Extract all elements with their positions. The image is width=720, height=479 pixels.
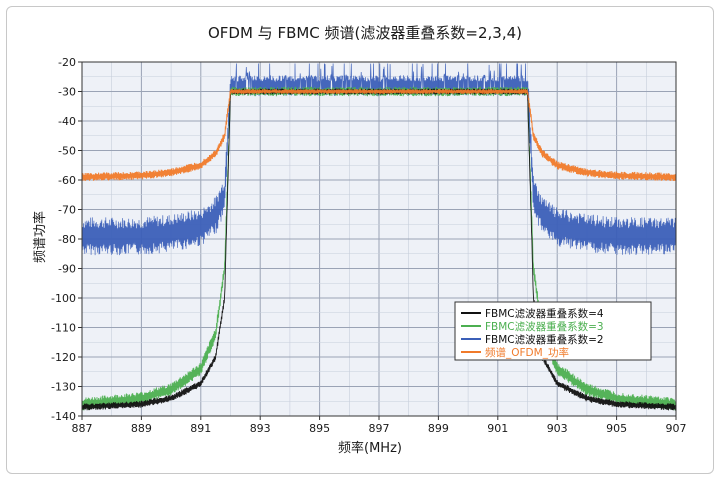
- x-tick-label: 907: [666, 422, 687, 435]
- y-tick-label: -30: [58, 86, 76, 99]
- y-tick-label: -70: [58, 204, 76, 217]
- y-tick-label: -40: [58, 115, 76, 128]
- legend-label: FBMC滤波器重叠系数=2: [485, 333, 604, 346]
- legend-label: 频谱_OFDM_功率: [485, 346, 569, 359]
- x-tick-label: 889: [131, 422, 152, 435]
- y-tick-label: -140: [51, 410, 76, 423]
- x-tick-label: 897: [369, 422, 390, 435]
- series-line: [81, 89, 677, 182]
- y-tick-label: -120: [51, 351, 76, 364]
- y-tick-label: -100: [51, 292, 76, 305]
- y-tick-label: -20: [58, 56, 76, 69]
- legend-label: FBMC滤波器重叠系数=3: [485, 320, 604, 333]
- watermark-text: 知乎 @是德科技 Keysigh...: [492, 441, 704, 461]
- legend: FBMC滤波器重叠系数=4FBMC滤波器重叠系数=3FBMC滤波器重叠系数=2频…: [454, 301, 652, 361]
- y-tick-label: -50: [58, 145, 76, 158]
- y-tick-label: -60: [58, 174, 76, 187]
- y-tick-label: -110: [51, 322, 76, 335]
- x-tick-label: 905: [606, 422, 627, 435]
- series-line: [81, 88, 677, 411]
- x-tick-label: 903: [547, 422, 568, 435]
- y-axis-label: 频谱功率: [32, 211, 48, 263]
- x-tick-label: 893: [250, 422, 271, 435]
- y-tick-label: -90: [58, 263, 76, 276]
- series-line: [81, 86, 677, 411]
- x-tick-label: 895: [309, 422, 330, 435]
- x-axis-label: 频率(MHz): [338, 440, 402, 456]
- y-tick-label: -80: [58, 233, 76, 246]
- chart-title: OFDM 与 FBMC 频谱(滤波器重叠系数=2,3,4): [208, 24, 522, 42]
- series-line: [81, 63, 677, 256]
- x-tick-label: 887: [72, 422, 93, 435]
- x-tick-label: 901: [487, 422, 508, 435]
- legend-label: FBMC滤波器重叠系数=4: [485, 307, 604, 320]
- x-tick-label: 899: [428, 422, 449, 435]
- legend-box: [454, 301, 652, 361]
- y-tick-label: -130: [51, 381, 76, 394]
- x-tick-label: 891: [190, 422, 211, 435]
